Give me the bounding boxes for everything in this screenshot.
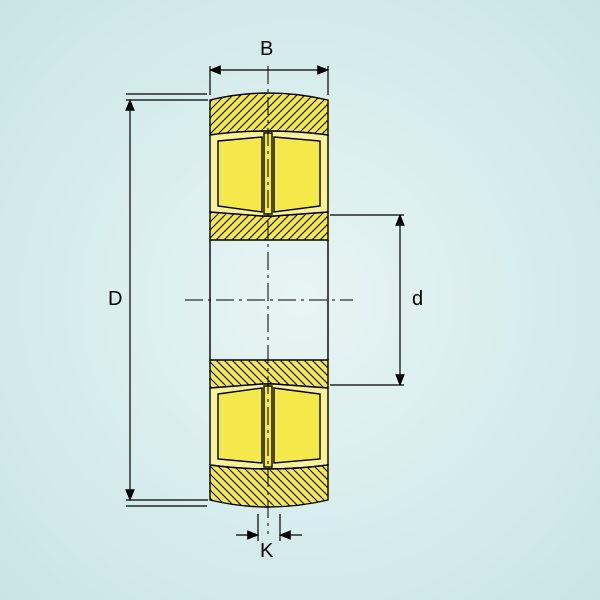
bearing-svg xyxy=(0,0,600,600)
diagram-canvas: B D d K xyxy=(0,0,600,600)
label-d: d xyxy=(412,288,423,311)
label-K: K xyxy=(260,540,273,563)
label-D: D xyxy=(108,288,122,311)
label-B: B xyxy=(260,38,273,61)
